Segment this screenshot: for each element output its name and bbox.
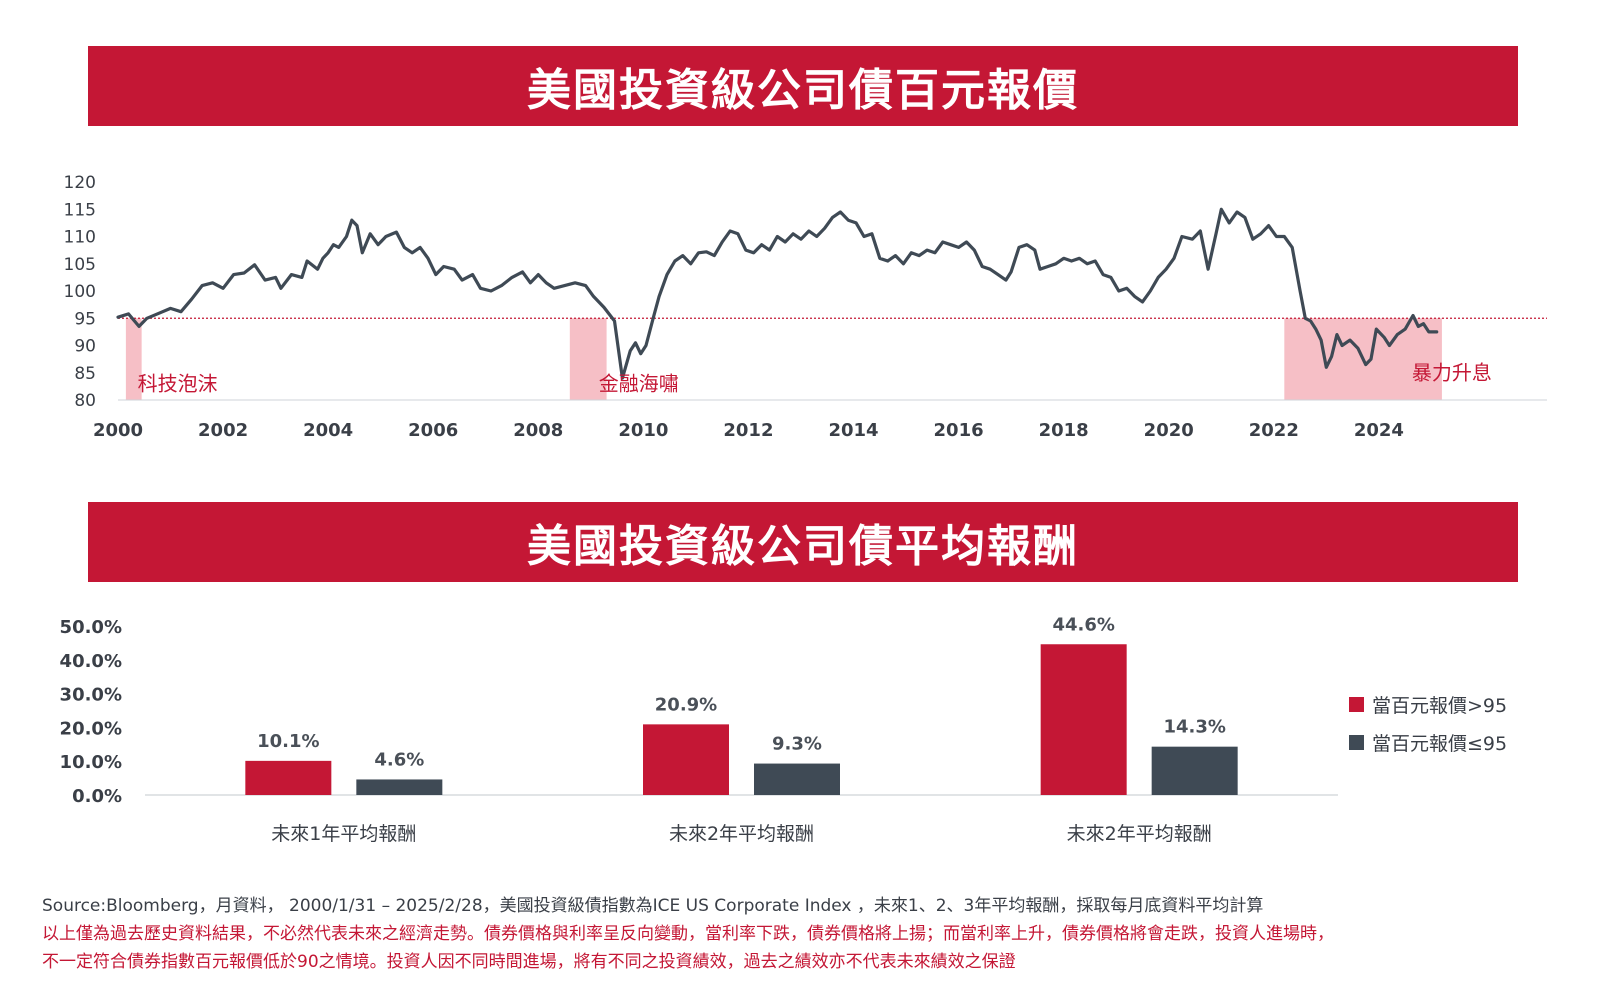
x-tick-label: 2012 — [723, 420, 773, 441]
x-tick-label: 2010 — [618, 420, 668, 441]
bar — [1040, 644, 1127, 795]
top-chart-title: 美國投資級公司債百元報價 — [88, 46, 1518, 126]
legend-label: 當百元報價>95 — [1372, 695, 1507, 717]
region-label-3: 暴力升息 — [1412, 360, 1492, 384]
data-label: 44.6% — [1052, 614, 1114, 635]
x-tick-label: 2000 — [93, 420, 143, 441]
category-label: 未來2年平均報酬 — [1067, 823, 1212, 845]
bar — [754, 763, 840, 795]
y-tick-label: 20.0% — [60, 718, 122, 739]
x-tick-label: 2006 — [408, 420, 458, 441]
disclaimer-line-2: 不一定符合債券指數百元報價低於90之情境。投資人因不同時間進場，將有不同之投資績… — [42, 952, 1016, 972]
y-tick-label: 85 — [74, 364, 96, 384]
bar — [245, 760, 332, 795]
y-tick-label: 120 — [64, 173, 96, 193]
y-tick-label: 0.0% — [72, 786, 122, 807]
region-label-1: 科技泡沫 — [138, 372, 218, 396]
x-tick-label: 2002 — [198, 420, 248, 441]
returns-bar-chart: 0.0% 10.0% 20.0% 30.0% 40.0% 50.0% 10.1% 4.6% 未來… — [60, 614, 1508, 845]
shaded-region-1 — [125, 318, 142, 400]
legend-label: 當百元報價≤95 — [1372, 733, 1507, 755]
y-tick-label: 40.0% — [60, 651, 122, 672]
y-tick-label: 30.0% — [60, 685, 122, 706]
x-tick-label: 2004 — [303, 420, 353, 441]
x-tick-label: 2020 — [1144, 420, 1194, 441]
x-tick-label: 2018 — [1039, 420, 1089, 441]
price-line-chart: 80 85 90 95 100 105 110 115 120 2000 2002 2004 2006 2… — [64, 173, 1547, 441]
category-label: 未來2年平均報酬 — [669, 823, 814, 845]
y-tick-label: 100 — [64, 282, 96, 302]
y-tick-label: 80 — [74, 391, 96, 411]
bar — [1151, 746, 1238, 795]
category-label: 未來1年平均報酬 — [271, 823, 416, 845]
data-label: 10.1% — [257, 731, 319, 752]
legend-swatch — [1349, 735, 1364, 750]
y-tick-label: 110 — [64, 228, 96, 248]
legend-swatch — [1349, 697, 1364, 712]
x-tick-label: 2014 — [828, 420, 878, 441]
data-label: 14.3% — [1163, 717, 1225, 738]
bottom-chart-title: 美國投資級公司債平均報酬 — [88, 502, 1518, 582]
y-tick-label: 90 — [74, 337, 96, 357]
data-label: 9.3% — [772, 734, 822, 755]
footer: Source:Bloomberg，月資料， 2000/1/31 – 2025/2… — [42, 892, 1582, 976]
y-tick-label: 95 — [74, 309, 96, 329]
price-series-line — [116, 207, 1439, 380]
x-tick-label: 2022 — [1249, 420, 1299, 441]
disclaimer-line-1: 以上僅為過去歷史資料結果，不必然代表未來之經濟走勢。債券價格與利率呈反向變動，當… — [42, 924, 1334, 944]
x-tick-label: 2016 — [934, 420, 984, 441]
data-label: 20.9% — [655, 694, 717, 715]
y-tick-label: 115 — [64, 200, 96, 220]
data-label: 4.6% — [374, 749, 424, 770]
y-tick-label: 50.0% — [60, 617, 122, 638]
shaded-region-2 — [569, 318, 607, 400]
bar — [356, 779, 443, 795]
y-tick-label: 10.0% — [60, 752, 122, 773]
y-tick-label: 105 — [64, 255, 96, 275]
region-label-2: 金融海嘯 — [599, 372, 679, 396]
x-tick-label: 2008 — [513, 420, 563, 441]
x-tick-label: 2024 — [1354, 420, 1404, 441]
bar — [643, 724, 729, 795]
source-note: Source:Bloomberg，月資料， 2000/1/31 – 2025/2… — [42, 896, 1264, 916]
